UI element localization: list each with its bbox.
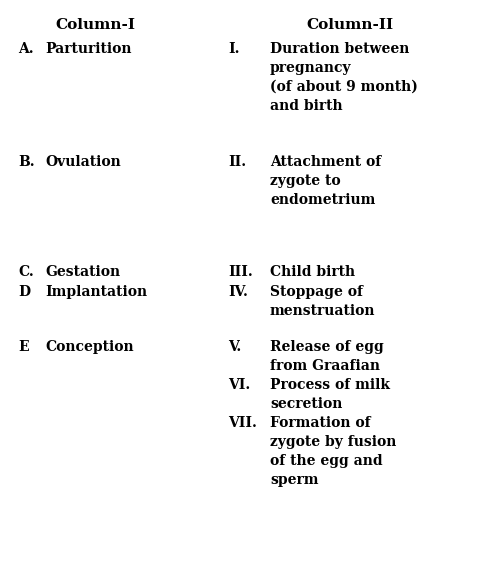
Text: E: E [18,340,29,354]
Text: Duration between: Duration between [270,42,409,56]
Text: Ovulation: Ovulation [45,155,121,169]
Text: V.: V. [228,340,241,354]
Text: and birth: and birth [270,99,343,113]
Text: Child birth: Child birth [270,265,355,279]
Text: IV.: IV. [228,285,248,299]
Text: Release of egg: Release of egg [270,340,384,354]
Text: Gestation: Gestation [45,265,120,279]
Text: Attachment of: Attachment of [270,155,381,169]
Text: pregnancy: pregnancy [270,61,352,75]
Text: Process of milk: Process of milk [270,378,390,392]
Text: VII.: VII. [228,416,257,430]
Text: A.: A. [18,42,34,56]
Text: endometrium: endometrium [270,193,375,207]
Text: zygote by fusion: zygote by fusion [270,435,396,449]
Text: secretion: secretion [270,397,343,411]
Text: Column-II: Column-II [306,18,393,32]
Text: II.: II. [228,155,246,169]
Text: I.: I. [228,42,239,56]
Text: Stoppage of: Stoppage of [270,285,363,299]
Text: of the egg and: of the egg and [270,454,383,468]
Text: sperm: sperm [270,473,318,487]
Text: Conception: Conception [45,340,134,354]
Text: from Graafian: from Graafian [270,359,380,373]
Text: (of about 9 month): (of about 9 month) [270,80,418,94]
Text: Parturition: Parturition [45,42,131,56]
Text: D: D [18,285,30,299]
Text: Formation of: Formation of [270,416,371,430]
Text: menstruation: menstruation [270,304,376,318]
Text: zygote to: zygote to [270,174,341,188]
Text: C.: C. [18,265,34,279]
Text: B.: B. [18,155,35,169]
Text: VI.: VI. [228,378,250,392]
Text: III.: III. [228,265,253,279]
Text: Implantation: Implantation [45,285,147,299]
Text: Column-I: Column-I [55,18,135,32]
